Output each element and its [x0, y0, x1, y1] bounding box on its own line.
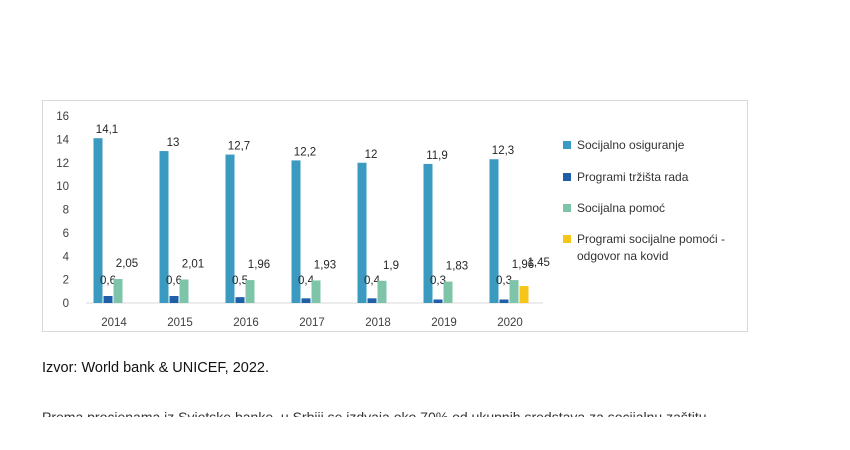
- bar-0-2015: [159, 151, 169, 303]
- legend-swatch: [563, 141, 571, 149]
- bar-2-2015: [179, 279, 189, 303]
- bar-2-2019: [443, 281, 453, 303]
- data-label: 2,05: [116, 258, 138, 270]
- data-label: 0,3: [496, 275, 512, 287]
- legend-swatch: [563, 235, 571, 243]
- y-tick-label: 16: [56, 111, 69, 123]
- data-label: 0,4: [364, 275, 381, 287]
- data-label: 0,5: [232, 275, 248, 287]
- bar-0-2019: [423, 163, 433, 303]
- data-label: 0,4: [298, 275, 315, 287]
- data-label: 2,01: [182, 259, 204, 271]
- y-tick-label: 4: [63, 251, 70, 263]
- bar-1-2017: [301, 298, 311, 303]
- bar-chart: 0 2 4 6 8 10 12 14 16 2014 2015 2016 2017 2018 2019 202…: [56, 111, 725, 329]
- y-tick-label: 14: [56, 134, 69, 146]
- bar-0-2020: [489, 159, 499, 303]
- data-label: 1,96: [512, 259, 534, 271]
- data-label: 12,3: [492, 145, 514, 157]
- source-caption: Izvor: World bank & UNICEF, 2022.: [42, 360, 269, 376]
- x-tick-label: 2016: [233, 317, 259, 329]
- y-tick-label: 12: [56, 158, 69, 170]
- data-label: 12: [365, 149, 378, 161]
- bar-2-2016: [245, 280, 255, 303]
- data-label: 1,83: [446, 261, 468, 273]
- legend-label: Programi tržišta rada: [577, 170, 689, 184]
- bar-1-2020: [499, 299, 509, 303]
- data-label: 0,6: [166, 275, 182, 287]
- x-tick-label: 2018: [365, 317, 391, 329]
- legend-swatch: [563, 173, 571, 181]
- x-tick-label: 2017: [299, 317, 325, 329]
- x-tick-label: 2014: [101, 317, 127, 329]
- y-tick-label: 8: [63, 205, 69, 217]
- legend-label: Socijalno osiguranje: [577, 138, 685, 152]
- bar-0-2014: [93, 138, 103, 303]
- y-tick-label: 0: [63, 298, 69, 310]
- cut-off-paragraph-line: Prema procjenama iz Svjetske banke, u Sr…: [42, 409, 707, 417]
- legend-label: odgovor na kovid: [577, 249, 668, 263]
- data-label: 14,1: [96, 124, 118, 136]
- y-tick-label: 2: [63, 275, 69, 287]
- chart-frame: 0 2 4 6 8 10 12 14 16 2014 2015 2016 2017 2018 2019 202…: [42, 100, 748, 332]
- data-label: 11,9: [426, 150, 448, 162]
- bar-1-2018: [367, 298, 377, 303]
- bar-2-2017: [311, 280, 321, 303]
- data-label: 0,6: [100, 275, 116, 287]
- data-label: 13: [167, 137, 180, 149]
- bar-1-2016: [235, 297, 245, 303]
- data-label: 1,45: [528, 257, 550, 269]
- bar-0-2018: [357, 162, 367, 303]
- x-tick-label: 2020: [497, 317, 523, 329]
- bar-2-2014: [113, 279, 123, 303]
- data-label: 1,96: [248, 259, 270, 271]
- bar-1-2015: [169, 295, 179, 303]
- data-label: 0,3: [430, 275, 446, 287]
- bar-1-2019: [433, 299, 443, 303]
- data-label: 1,93: [314, 259, 336, 271]
- x-tick-label: 2019: [431, 317, 457, 329]
- bar-2-2020: [509, 280, 519, 303]
- data-label: 12,7: [228, 141, 250, 153]
- bar-2-2018: [377, 280, 387, 303]
- data-label: 1,9: [383, 260, 399, 272]
- bar-1-2014: [103, 295, 113, 303]
- x-tick-label: 2015: [167, 317, 193, 329]
- data-label: 12,2: [294, 146, 316, 158]
- bar-3-2020: [519, 286, 529, 303]
- legend-label: Programi socijalne pomoći -: [577, 232, 725, 246]
- bar-0-2017: [291, 160, 301, 303]
- legend-label: Socijalna pomoć: [577, 201, 665, 215]
- y-tick-label: 10: [56, 181, 69, 193]
- y-tick-label: 6: [63, 228, 69, 240]
- bar-0-2016: [225, 154, 235, 303]
- legend-swatch: [563, 204, 571, 212]
